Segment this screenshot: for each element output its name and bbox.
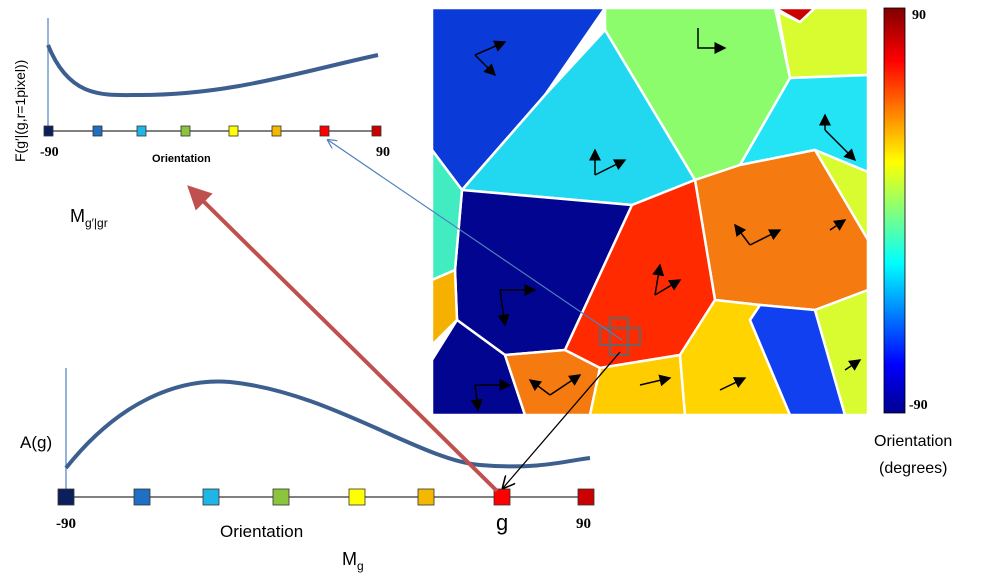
- name-sub: g′|gr: [85, 216, 108, 230]
- colorbar-label: (degrees): [879, 460, 947, 477]
- x-max: 90: [576, 516, 591, 532]
- x-label: Orientation: [220, 522, 303, 541]
- x-max: 90: [376, 145, 390, 160]
- plot-name: Mg: [342, 549, 364, 573]
- name-base: M: [70, 206, 85, 226]
- orientation-map: [432, 8, 868, 415]
- marker-label: g: [496, 510, 508, 535]
- diagram: 90 -90 Orientation (degrees) -90 90 Orie…: [0, 0, 984, 577]
- x-min: -90: [56, 516, 76, 532]
- name-sub: g: [357, 559, 364, 573]
- y-label: F(g′|(g,r=1pixel)): [12, 60, 28, 162]
- plot-name: Mg′|gr: [70, 206, 108, 230]
- name-base: M: [342, 549, 357, 569]
- x-label: Orientation: [152, 153, 211, 165]
- colorbar: [884, 8, 905, 413]
- colorbar-max: 90: [912, 8, 926, 23]
- y-label: A(g): [20, 433, 52, 452]
- colorbar-min: -90: [909, 398, 928, 413]
- colorbar-label: Orientation: [874, 433, 952, 450]
- x-min: -90: [40, 145, 59, 160]
